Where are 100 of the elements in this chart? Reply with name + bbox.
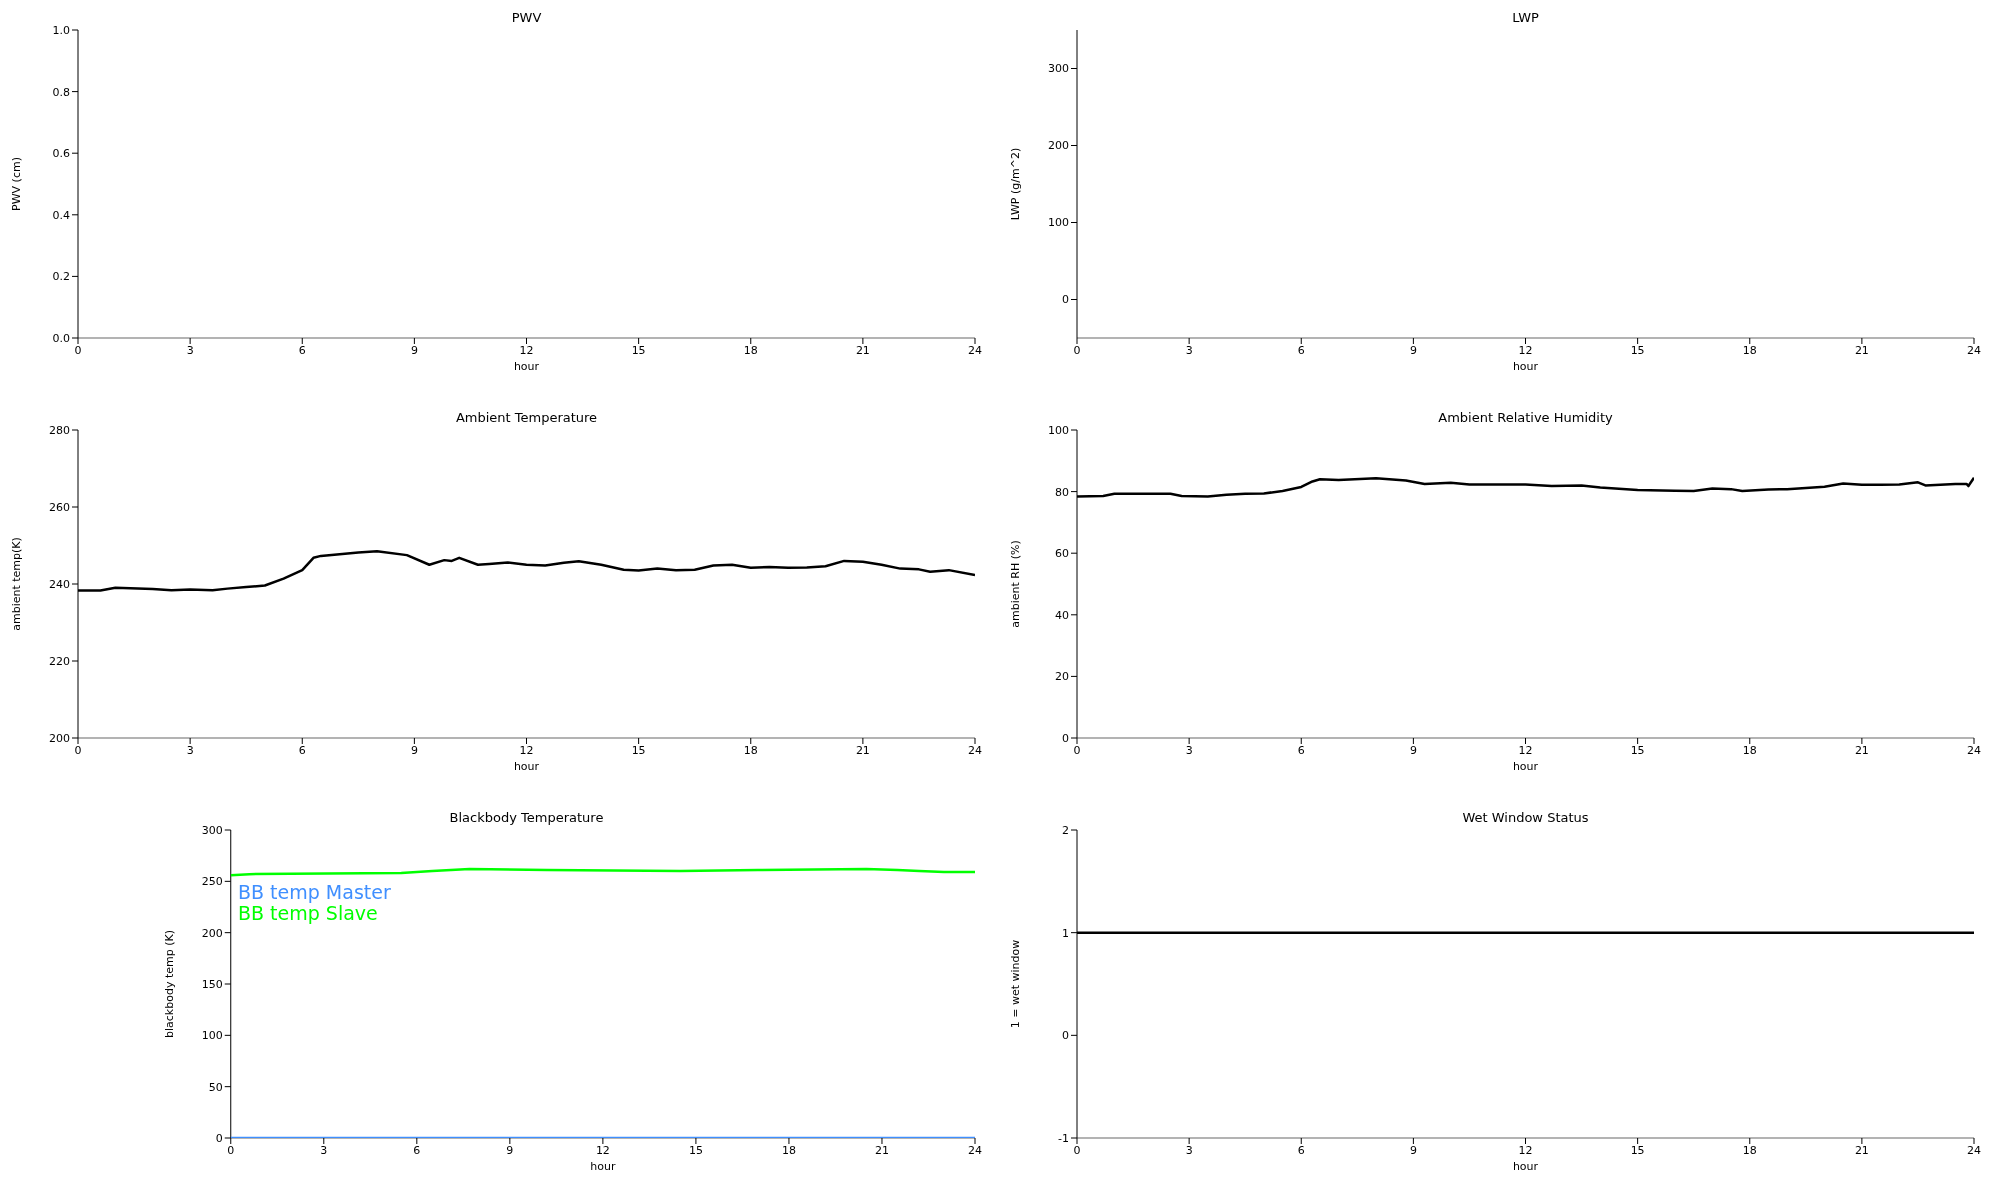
y-tick-label: 280: [49, 423, 70, 437]
series-label: BB temp Slave: [238, 902, 379, 924]
x-tick-label: 3: [186, 743, 194, 757]
x-tick-label: 18: [1742, 743, 1757, 757]
x-tick-label: 12: [519, 343, 534, 357]
x-tick-label: 6: [298, 743, 306, 757]
x-axis-title: hour: [1512, 1160, 1539, 1173]
y-tick-label: 200: [1048, 139, 1069, 153]
x-tick-label: 15: [1630, 1143, 1645, 1157]
x-tick-label: 3: [320, 1143, 328, 1157]
x-tick-label: 12: [595, 1143, 610, 1157]
y-axis-title: ambient temp(K): [9, 537, 23, 631]
x-tick-label: 0: [227, 1143, 235, 1157]
x-tick-label: 0: [1073, 743, 1081, 757]
x-tick-label: 3: [186, 343, 194, 357]
x-tick-label: 21: [855, 743, 870, 757]
x-tick-label: 15: [688, 1143, 703, 1157]
y-tick-label: 100: [1048, 423, 1069, 437]
x-tick-label: 21: [874, 1143, 889, 1157]
chart-title: Ambient Relative Humidity: [1437, 410, 1614, 425]
y-tick-label: 0.0: [52, 331, 70, 345]
y-tick-label: 200: [49, 731, 70, 745]
x-tick-label: 9: [1409, 343, 1417, 357]
x-tick-label: 24: [1967, 743, 1981, 757]
x-tick-label: 6: [298, 343, 306, 357]
x-tick-label: 3: [1185, 743, 1193, 757]
y-tick-label: 100: [1048, 216, 1069, 230]
x-tick-label: 12: [1518, 343, 1533, 357]
y-tick-label: 1.0: [52, 23, 70, 37]
y-axis-title: 1 = wet window: [1008, 939, 1022, 1029]
x-tick-label: 15: [631, 743, 646, 757]
y-tick-label: 200: [201, 926, 223, 940]
y-tick-label: 0: [1062, 293, 1069, 307]
x-tick-label: 3: [1185, 343, 1193, 357]
y-tick-label: 250: [201, 875, 223, 889]
x-tick-label: 24: [1967, 1143, 1981, 1157]
x-tick-label: 0: [1073, 343, 1081, 357]
x-tick-label: 18: [1742, 1143, 1757, 1157]
y-tick-label: 0.2: [52, 270, 70, 284]
y-tick-label: 150: [201, 977, 223, 991]
chart-title: PWV: [510, 10, 543, 25]
chart-title: Wet Window Status: [1461, 810, 1590, 825]
x-tick-label: 6: [1297, 343, 1305, 357]
x-tick-label: 9: [410, 743, 418, 757]
y-tick-label: 40: [1055, 608, 1069, 622]
y-axis-title: PWV (cm): [9, 157, 23, 211]
y-tick-label: 300: [201, 823, 223, 837]
x-tick-label: 21: [1854, 1143, 1869, 1157]
y-tick-label: 240: [49, 577, 70, 591]
x-axis-title: hour: [590, 1160, 616, 1173]
x-tick-label: 0: [74, 343, 82, 357]
x-axis-title: hour: [1512, 360, 1539, 373]
x-tick-label: 12: [1518, 743, 1533, 757]
x-tick-label: 15: [1630, 343, 1645, 357]
x-tick-label: 0: [74, 743, 82, 757]
x-tick-label: 3: [1185, 1143, 1193, 1157]
y-tick-label: 80: [1055, 485, 1069, 499]
y-tick-label: 0: [215, 1131, 223, 1145]
x-tick-label: 12: [1518, 1143, 1533, 1157]
y-tick-label: 300: [1048, 62, 1069, 76]
y-tick-label: 50: [208, 1080, 223, 1094]
y-axis-title: blackbody temp (K): [162, 930, 176, 1038]
text: BB temp Master: [238, 881, 391, 903]
y-tick-label: 0: [1062, 1029, 1069, 1043]
x-tick-label: 9: [1409, 1143, 1417, 1157]
y-tick-label: 0: [1062, 731, 1069, 745]
x-tick-label: 24: [968, 1143, 982, 1157]
y-tick-label: 0.6: [52, 147, 70, 161]
x-tick-label: 6: [1297, 743, 1305, 757]
x-axis-title: hour: [513, 760, 540, 773]
y-tick-label: 1: [1062, 926, 1069, 940]
x-tick-label: 6: [413, 1143, 421, 1157]
chart-title: LWP: [1511, 10, 1540, 25]
x-axis-title: hour: [513, 360, 540, 373]
x-axis-title: hour: [1512, 760, 1539, 773]
x-tick-label: 9: [410, 343, 418, 357]
x-tick-label: 12: [519, 743, 534, 757]
x-tick-label: 21: [855, 343, 870, 357]
y-tick-label: 0.4: [52, 208, 70, 222]
x-tick-label: 18: [743, 343, 758, 357]
x-tick-label: 24: [968, 343, 982, 357]
y-tick-label: 100: [201, 1029, 223, 1043]
chart-title: Blackbody Temperature: [448, 810, 605, 825]
chart-title: Ambient Temperature: [454, 410, 599, 425]
y-tick-label: 60: [1055, 547, 1069, 561]
y-tick-label: 0.8: [52, 85, 70, 99]
x-tick-label: 15: [1630, 743, 1645, 757]
x-tick-label: 21: [1854, 343, 1869, 357]
x-tick-label: 21: [1854, 743, 1869, 757]
x-tick-label: 18: [743, 743, 758, 757]
x-tick-label: 24: [968, 743, 982, 757]
y-tick-label: 20: [1055, 670, 1069, 684]
x-tick-label: 9: [1409, 743, 1417, 757]
y-tick-label: 260: [49, 500, 70, 514]
y-tick-label: 2: [1062, 823, 1069, 837]
x-tick-label: 18: [781, 1143, 796, 1157]
y-tick-label: -1: [1058, 1131, 1069, 1145]
x-tick-label: 6: [1297, 1143, 1305, 1157]
x-tick-label: 0: [1073, 1143, 1081, 1157]
x-tick-label: 24: [1967, 343, 1981, 357]
